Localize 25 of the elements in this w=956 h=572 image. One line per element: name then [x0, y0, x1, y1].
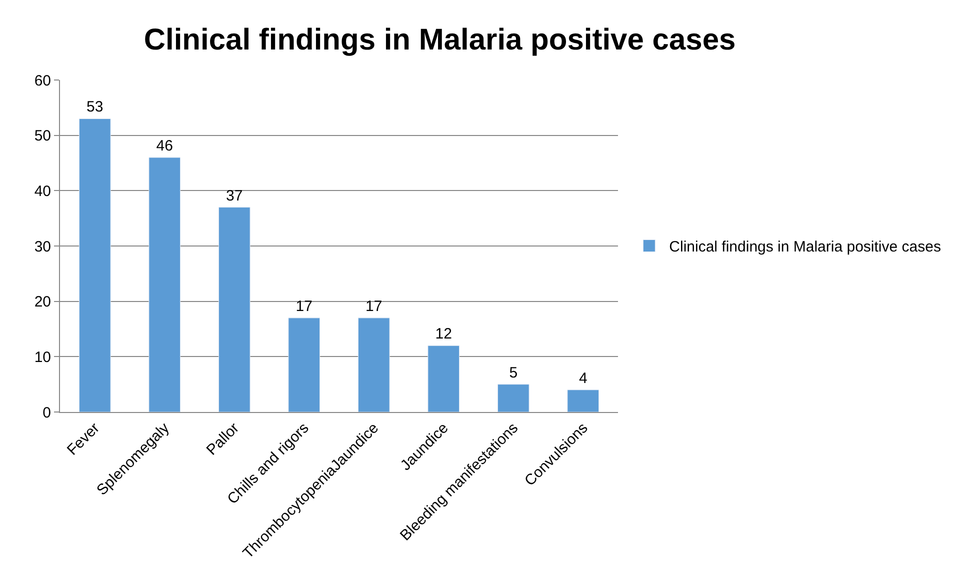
bar — [288, 318, 320, 412]
data-label: 17 — [296, 298, 312, 315]
bar — [497, 384, 530, 412]
data-label: 37 — [226, 187, 243, 204]
data-label: 12 — [435, 326, 452, 343]
data-label: 53 — [86, 98, 104, 116]
bar — [148, 157, 181, 412]
bar — [78, 118, 111, 412]
data-label: 17 — [366, 298, 382, 315]
legend-label: Clinical findings in Malaria positive cases — [669, 238, 941, 256]
y-tick-label: 50 — [34, 128, 51, 145]
y-tick-label: 30 — [34, 238, 51, 256]
y-tick-label: 60 — [34, 72, 51, 90]
data-label: 46 — [156, 137, 173, 154]
data-label: 4 — [578, 370, 588, 387]
bar — [567, 390, 600, 412]
bar — [428, 345, 460, 412]
y-tick-label: 40 — [34, 182, 51, 200]
y-tick-label: 10 — [34, 348, 51, 366]
chart-title: Clinical findings in Malaria positive cases — [144, 24, 736, 57]
bar — [218, 207, 250, 412]
y-tick-label: 20 — [34, 294, 51, 311]
bar — [358, 318, 390, 412]
y-tick-label: 0 — [42, 404, 51, 422]
data-label: 5 — [509, 364, 518, 382]
